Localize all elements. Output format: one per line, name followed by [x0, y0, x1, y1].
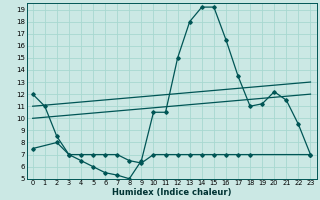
- X-axis label: Humidex (Indice chaleur): Humidex (Indice chaleur): [112, 188, 231, 197]
